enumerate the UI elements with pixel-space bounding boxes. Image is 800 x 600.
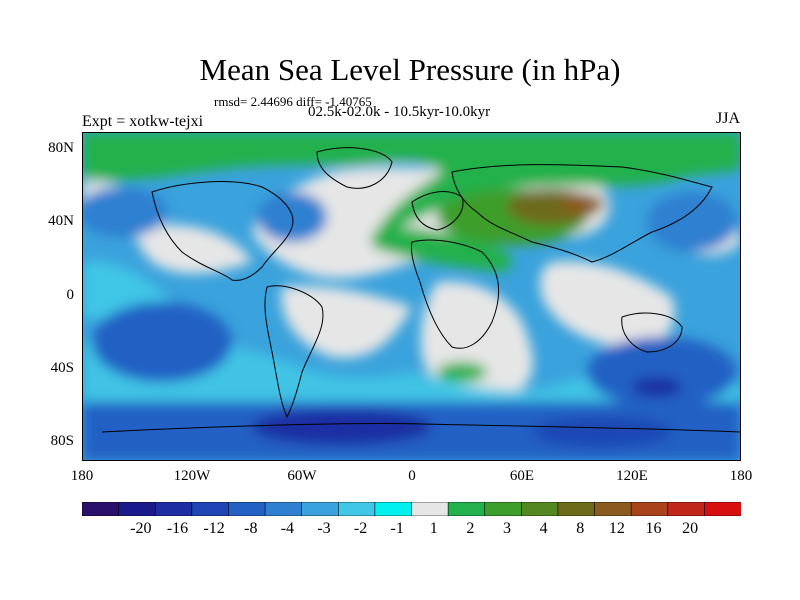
lat-label-0: 0 [66,287,75,303]
colorbar-label: 20 [682,520,699,537]
map-frame [82,132,741,461]
plot-title: Mean Sea Level Pressure (in hPa) [199,52,621,87]
pressure-anomaly-map [82,132,741,461]
colorbar-box [82,502,120,516]
colorbar-box [557,502,596,516]
colorbar-label: -20 [130,520,152,537]
colorbar-box [630,502,669,516]
lat-label-40n: 40N [48,213,74,229]
colorbar-box [118,502,156,516]
lon-label-180w: 180 [70,468,94,484]
lon-label-120e: 120E [616,468,648,484]
lat-label-80n: 80N [48,140,74,156]
period-subtitle: 02.5k-02.0k - 10.5kyr-10.0kyr [308,104,491,120]
stats-subtitle: rmsd= 2.44696 diff= -1.40765 [214,94,372,109]
coastlines [101,147,741,433]
colorbar-label: -2 [353,520,368,537]
colorbar-box [374,502,413,516]
anomaly-field [82,132,741,461]
lon-label-60w: 60W [287,468,317,484]
colorbar-box [594,502,632,516]
colorbar-box [411,502,449,516]
colorbar-label: 8 [576,520,585,537]
lon-label-120w: 120W [173,468,211,484]
season-label: JJA [716,110,741,127]
lon-label-0: 0 [408,468,416,484]
colorbar-label: -1 [390,520,404,537]
colorbar-box [191,502,230,516]
colorbar-label: 4 [539,520,548,537]
colorbar-label: -12 [203,520,225,537]
colorbar-box [484,502,522,516]
colorbar-label: -8 [244,520,258,537]
colorbar-box [447,502,486,516]
colorbar-box [667,502,705,516]
colorbar-label: -3 [317,520,331,537]
colorbar-label: 16 [645,520,662,537]
colorbar-box [301,502,339,516]
colorbar-box [264,502,303,516]
colorbar-box [228,502,266,516]
colorbar-label: 12 [608,520,625,537]
colorbar-box [337,502,376,516]
lon-label-60e: 60E [509,468,535,484]
colorbar-box [154,502,193,516]
lat-label-40s: 40S [50,360,74,376]
colorbar-label: 1 [429,520,438,537]
colorbar-label: -4 [280,520,295,537]
colorbar-box [521,502,559,516]
lon-label-180e: 180 [729,468,753,484]
colorbar [82,502,741,516]
colorbar-label: -16 [166,520,189,537]
colorbar-label: 3 [503,520,511,537]
colorbar-box [704,502,741,516]
lat-label-80s: 80S [50,433,74,449]
experiment-label: Expt = xotkw-tejxi [82,113,204,130]
colorbar-label: 2 [466,520,475,537]
